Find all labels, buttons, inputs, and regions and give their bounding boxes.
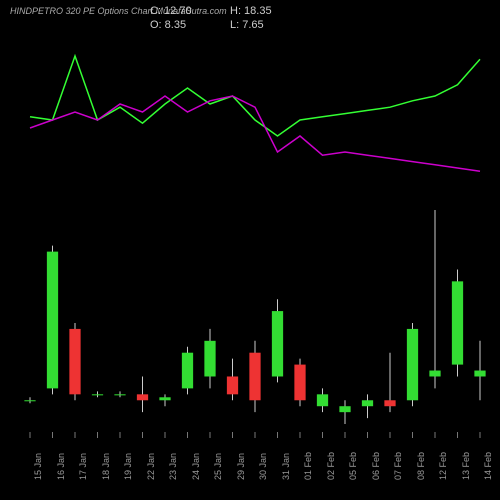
x-tick-label: 18 Jan [101, 453, 111, 480]
x-tick-label: 23 Jan [168, 453, 178, 480]
x-tick-label: 22 Jan [146, 453, 156, 480]
x-tick-label: 08 Feb [416, 452, 426, 480]
x-tick-label: 02 Feb [326, 452, 336, 480]
x-tick-label: 01 Feb [303, 452, 313, 480]
x-tick-label: 05 Feb [348, 452, 358, 480]
x-tick-label: 30 Jan [258, 453, 268, 480]
x-tick-label: 06 Feb [371, 452, 381, 480]
x-tick-label: 31 Jan [281, 453, 291, 480]
x-tick-label: 12 Feb [438, 452, 448, 480]
x-tick-label: 14 Feb [483, 452, 493, 480]
x-tick-label: 24 Jan [191, 453, 201, 480]
x-tick-label: 19 Jan [123, 453, 133, 480]
x-tick-label: 16 Jan [56, 453, 66, 480]
x-tick-label: 15 Jan [33, 453, 43, 480]
x-tick-label: 07 Feb [393, 452, 403, 480]
x-tick-label: 29 Jan [236, 453, 246, 480]
x-tick-label: 17 Jan [78, 453, 88, 480]
x-tick-label: 13 Feb [461, 452, 471, 480]
x-tick-label: 25 Jan [213, 453, 223, 480]
x-axis: 15 Jan 16 Jan 17 Jan 18 Jan 19 Jan 22 Jan 23 J… [0, 440, 500, 500]
chart-container: { "title": "HINDPETRO 320 PE Options Cha… [0, 0, 500, 500]
chart-svg [0, 0, 500, 500]
